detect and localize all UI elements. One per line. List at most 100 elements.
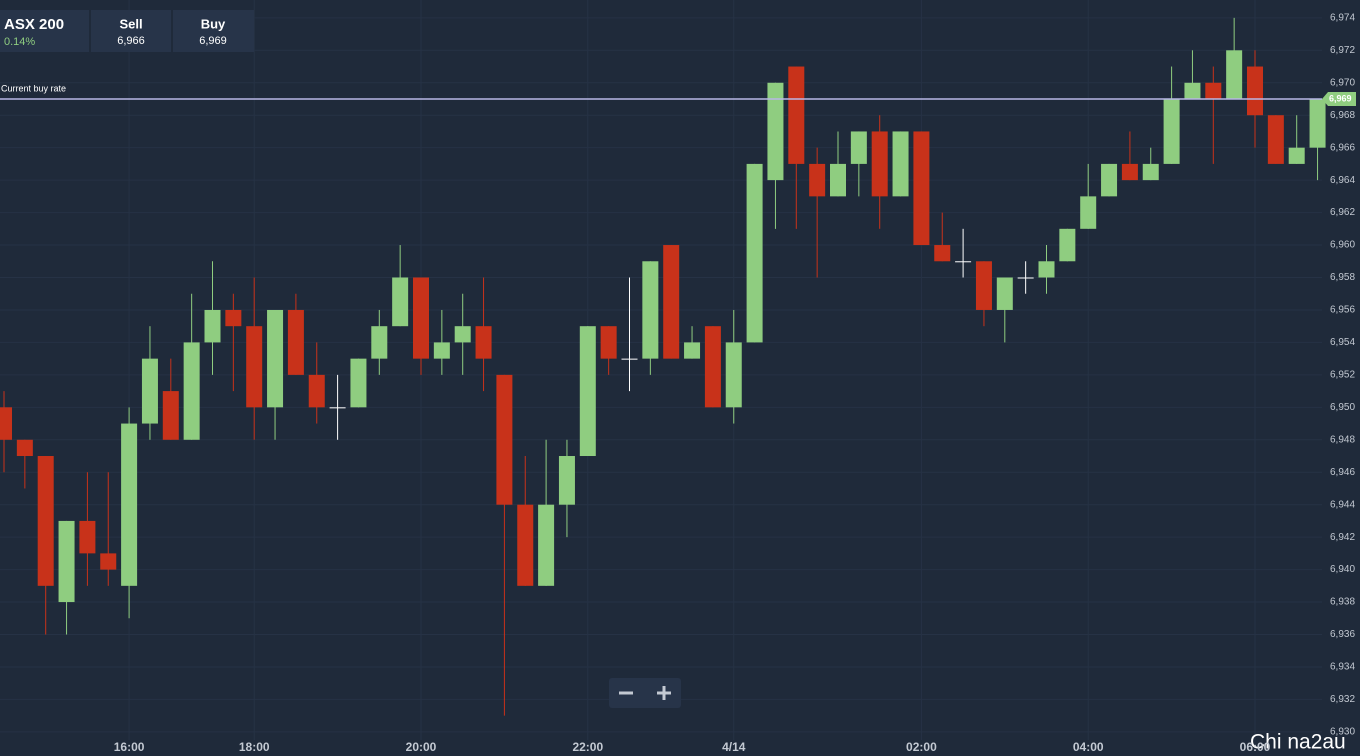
y-tick-label: 6,938 bbox=[1330, 597, 1355, 608]
candle-body bbox=[996, 277, 1013, 310]
current-rate-value: 6,969 bbox=[1329, 93, 1352, 103]
y-tick-label: 6,952 bbox=[1330, 370, 1355, 381]
x-tick-label: 06:00 bbox=[1240, 740, 1271, 754]
candle-body bbox=[392, 277, 409, 327]
candle-body bbox=[934, 245, 951, 262]
candle-body bbox=[1267, 115, 1284, 164]
candle-body bbox=[1247, 66, 1263, 116]
sell-label[interactable]: Sell bbox=[119, 16, 142, 31]
candle-body bbox=[475, 326, 492, 359]
x-tick-label: 02:00 bbox=[906, 740, 937, 754]
candle-body bbox=[1017, 277, 1034, 279]
candle-body bbox=[1121, 163, 1138, 181]
header-panel: ASX 200 0.14% Sell 6,966 Buy 6,969 bbox=[0, 10, 254, 52]
zoom-controls bbox=[609, 678, 681, 708]
candle-body bbox=[121, 423, 138, 586]
candle-body bbox=[413, 277, 429, 359]
x-tick-label: 22:00 bbox=[572, 740, 603, 754]
candle-body bbox=[1142, 163, 1159, 181]
candle-body bbox=[16, 439, 33, 457]
y-tick-label: 6,934 bbox=[1330, 662, 1355, 673]
candle-body bbox=[642, 261, 659, 359]
y-tick-label: 6,930 bbox=[1330, 727, 1355, 738]
candle-body bbox=[496, 374, 513, 505]
candle-body bbox=[267, 309, 284, 408]
candle-body bbox=[79, 520, 96, 554]
y-tick-label: 6,948 bbox=[1330, 434, 1355, 445]
x-tick-label: 20:00 bbox=[406, 740, 437, 754]
candle-body bbox=[746, 163, 763, 343]
candle-body bbox=[1226, 50, 1243, 99]
candle-body bbox=[767, 82, 784, 181]
candle-body bbox=[0, 407, 12, 440]
candle-body bbox=[1184, 82, 1201, 99]
y-tick-label: 6,960 bbox=[1330, 240, 1355, 251]
y-tick-label: 6,944 bbox=[1330, 499, 1355, 510]
candle-body bbox=[684, 342, 701, 359]
candle-body bbox=[600, 326, 617, 359]
y-tick-label: 6,970 bbox=[1330, 77, 1355, 88]
candle-body bbox=[955, 261, 972, 263]
watermark: Chi na2au bbox=[1250, 731, 1346, 754]
candle-body bbox=[1080, 196, 1097, 229]
current-rate-label: Current buy rate bbox=[1, 83, 66, 93]
candle-body bbox=[308, 374, 325, 408]
zoom-bg bbox=[609, 678, 681, 708]
candle-body bbox=[183, 342, 200, 440]
x-tick-label: 4/14 bbox=[722, 740, 746, 754]
candles bbox=[0, 17, 1326, 716]
candle-body bbox=[579, 326, 596, 457]
candle-body bbox=[663, 245, 680, 359]
candle-body bbox=[871, 131, 888, 197]
y-tick-label: 6,956 bbox=[1330, 305, 1355, 316]
y-tick-label: 6,936 bbox=[1330, 629, 1355, 640]
candle-body bbox=[1309, 98, 1326, 148]
sell-price[interactable]: 6,966 bbox=[117, 35, 145, 47]
candle-body bbox=[1038, 261, 1055, 278]
candle-body bbox=[454, 326, 471, 343]
current-rate-tag bbox=[1322, 91, 1356, 106]
y-tick-label: 6,964 bbox=[1330, 175, 1355, 186]
candle-body bbox=[58, 520, 75, 603]
candle-body bbox=[1059, 228, 1076, 262]
candle-body bbox=[350, 358, 367, 408]
candle-body bbox=[558, 456, 575, 505]
buy-label[interactable]: Buy bbox=[201, 16, 226, 31]
y-tick-label: 6,974 bbox=[1330, 12, 1355, 23]
y-tick-label: 6,962 bbox=[1330, 207, 1355, 218]
x-tick-label: 18:00 bbox=[239, 740, 270, 754]
symbol: ASX 200 bbox=[4, 16, 64, 33]
y-tick-label: 6,946 bbox=[1330, 467, 1355, 478]
buy-price[interactable]: 6,969 bbox=[199, 35, 227, 47]
candle-body bbox=[141, 358, 158, 424]
candle-body bbox=[1163, 98, 1180, 164]
candle-body bbox=[621, 358, 638, 360]
candle-body bbox=[204, 309, 221, 343]
candle-body bbox=[788, 66, 805, 164]
y-tick-label: 6,950 bbox=[1330, 402, 1355, 413]
candle-body bbox=[913, 131, 930, 246]
candle-body bbox=[892, 131, 909, 197]
change: 0.14% bbox=[4, 36, 35, 48]
candle-body bbox=[517, 504, 534, 586]
y-tick-label: 6,958 bbox=[1330, 272, 1355, 283]
candle-body bbox=[100, 553, 117, 570]
y-tick-label: 6,932 bbox=[1330, 694, 1355, 705]
candle-body bbox=[704, 326, 721, 408]
x-tick-label: 16:00 bbox=[114, 740, 145, 754]
y-tick-label: 6,968 bbox=[1330, 110, 1355, 121]
candle-body bbox=[433, 342, 450, 359]
y-tick-label: 6,940 bbox=[1330, 564, 1355, 575]
candle-body bbox=[287, 309, 304, 375]
candle-body bbox=[809, 163, 826, 197]
y-tick-label: 6,966 bbox=[1330, 142, 1355, 153]
y-tick-label: 6,972 bbox=[1330, 45, 1355, 56]
candle-body bbox=[975, 261, 992, 310]
candle-body bbox=[329, 407, 346, 409]
candle-body bbox=[1288, 147, 1305, 164]
candle-body bbox=[225, 309, 242, 327]
x-tick-label: 04:00 bbox=[1073, 740, 1104, 754]
candle-body bbox=[246, 326, 263, 408]
